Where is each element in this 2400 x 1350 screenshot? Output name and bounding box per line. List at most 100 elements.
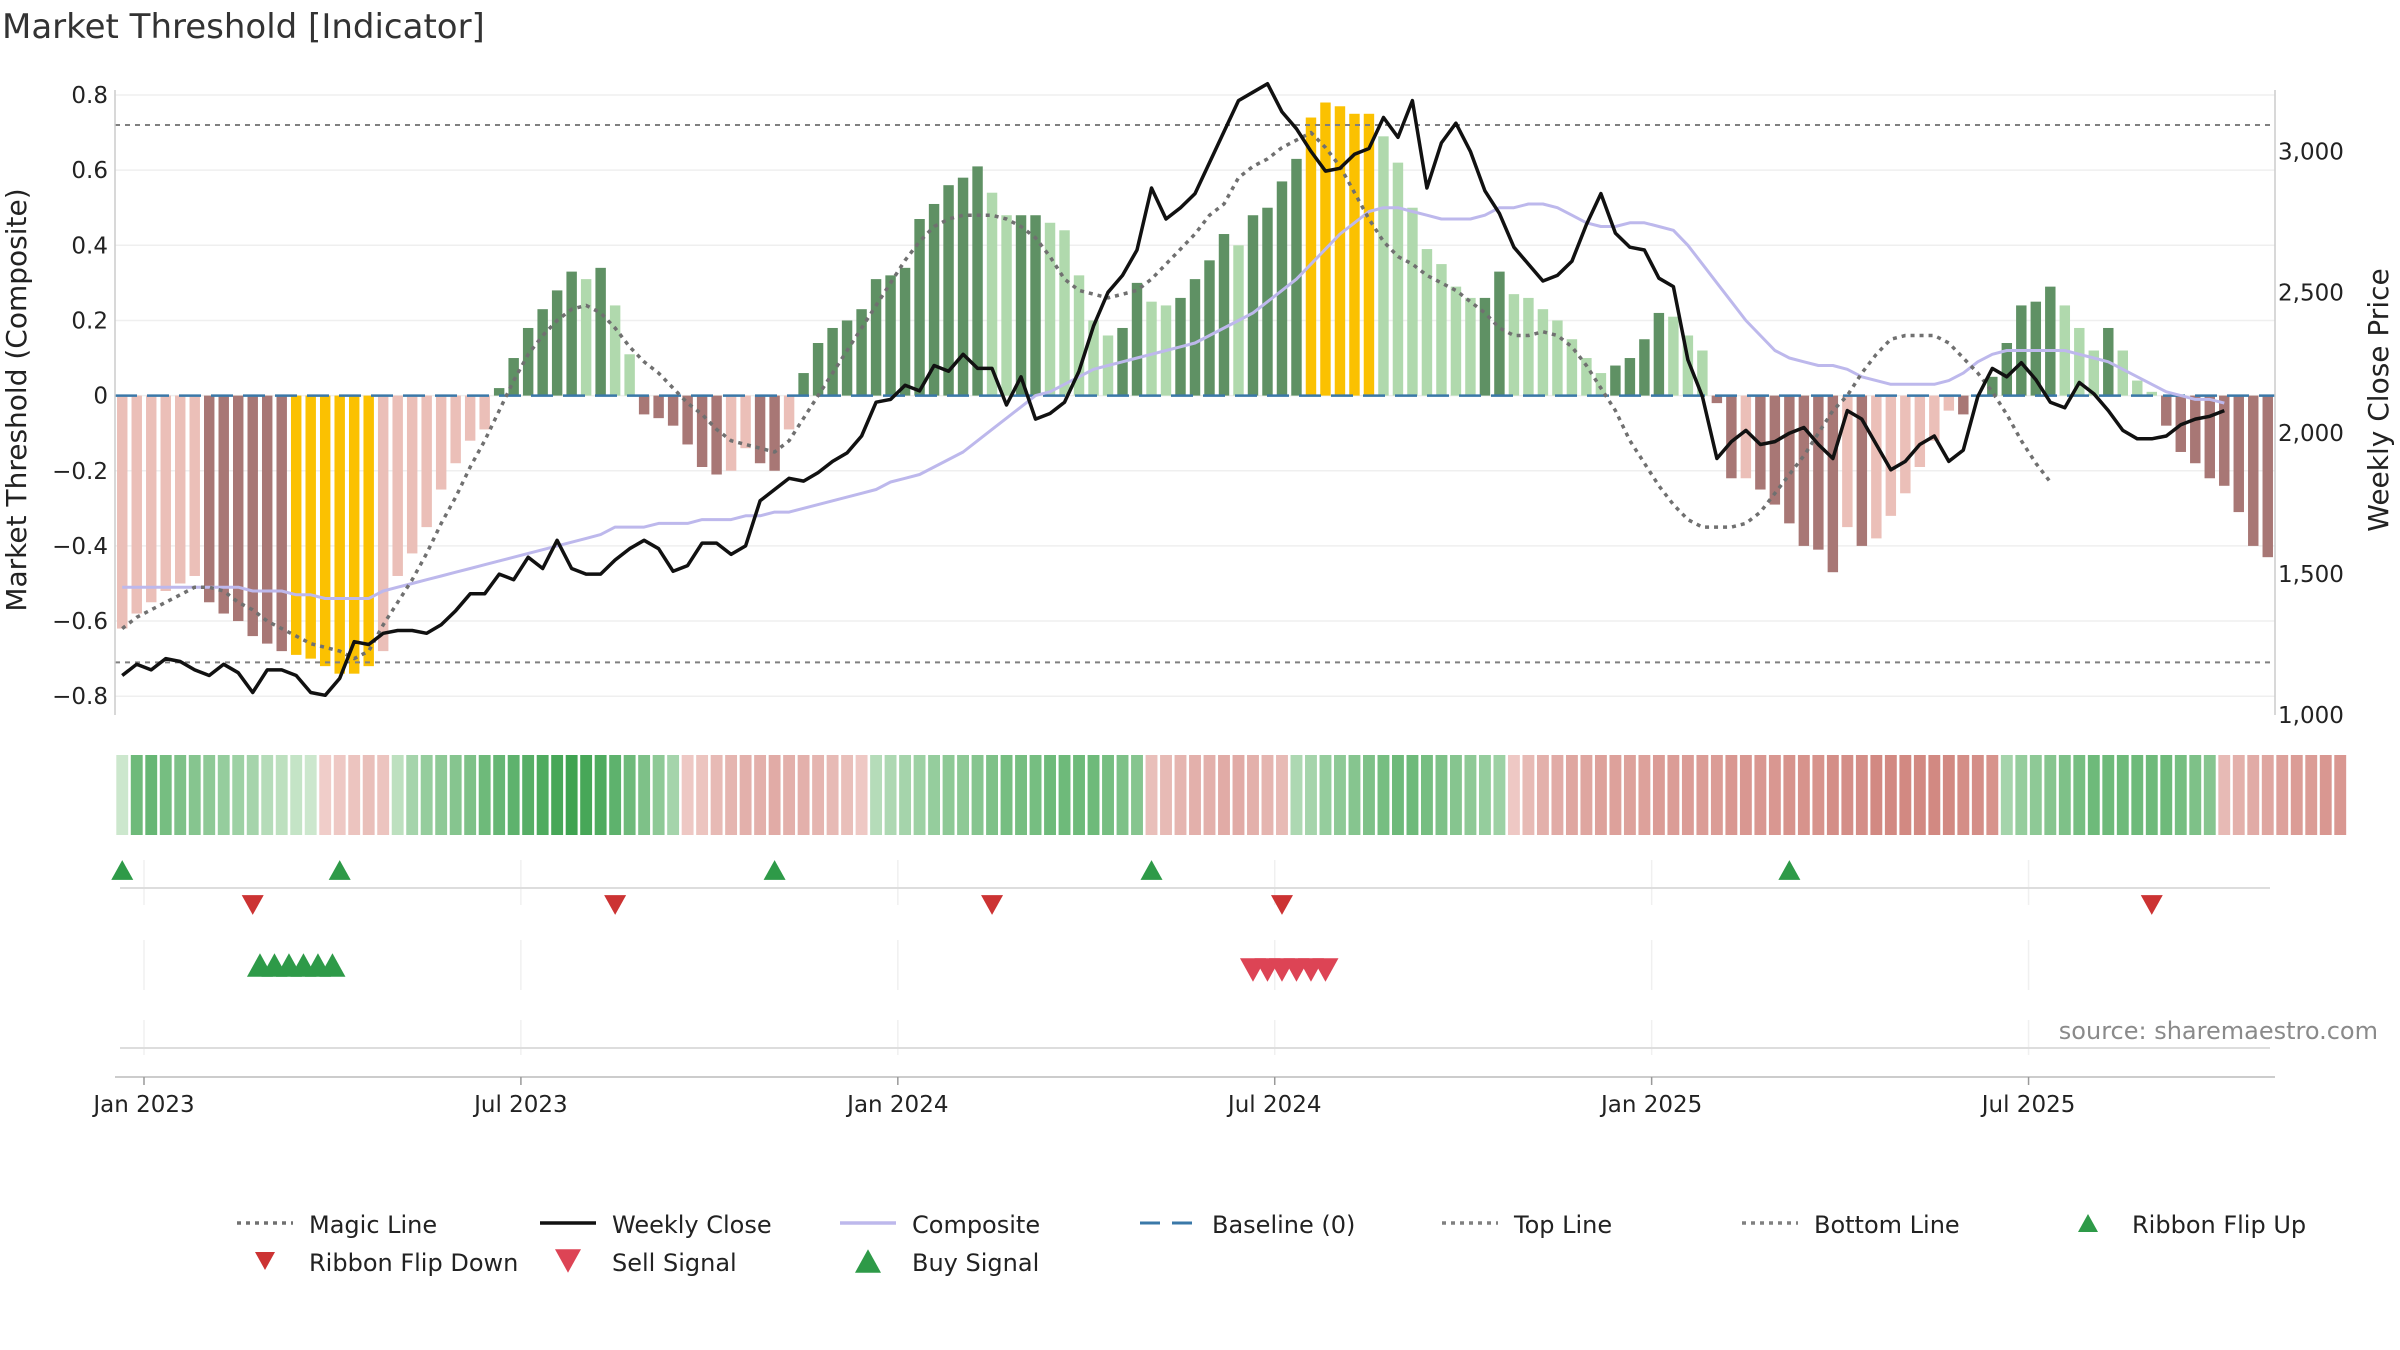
- composite-bar: [1914, 395, 1926, 467]
- composite-bar: [1682, 335, 1694, 396]
- composite-bar: [319, 395, 331, 667]
- legend-item: Ribbon Flip Up: [2078, 1211, 2306, 1239]
- ribbon-cell: [1725, 755, 1738, 835]
- composite-bar: [551, 290, 563, 396]
- x-tick-label: Jul 2023: [472, 1092, 568, 1118]
- ribbon-cell: [1884, 755, 1897, 835]
- composite-bar: [754, 395, 766, 464]
- ribbon-cell: [986, 755, 998, 835]
- composite-bar: [2204, 395, 2215, 479]
- composite-bar: [2045, 286, 2056, 396]
- ribbon-cell: [2087, 755, 2100, 835]
- ribbon-cell: [1116, 755, 1129, 835]
- ribbon-cell: [2218, 755, 2231, 835]
- ribbon-cell: [2029, 755, 2042, 835]
- composite-bar: [508, 358, 519, 396]
- ribbon-cell: [1392, 755, 1404, 835]
- ribbon-cell: [609, 755, 622, 835]
- composite-bar: [1450, 286, 1462, 396]
- sell-signal-marker: [1312, 958, 1339, 982]
- legend-item: Top Line: [1442, 1211, 1612, 1239]
- composite-bar: [392, 395, 403, 576]
- ribbon-cell: [1826, 755, 1839, 835]
- composite-bar: [1436, 264, 1447, 396]
- composite-bar: [1842, 395, 1853, 528]
- ribbon-cell: [2131, 755, 2144, 835]
- ribbon-strip: [116, 755, 2347, 835]
- ribbon-cell: [203, 755, 216, 835]
- ribbon-cell: [1739, 755, 1752, 835]
- composite-bar: [276, 395, 287, 652]
- composite-bar: [1334, 106, 1346, 396]
- composite-bar: [1827, 395, 1839, 573]
- composite-bar: [1189, 279, 1201, 396]
- legend-item: Magic Line: [237, 1211, 437, 1239]
- composite-bar: [421, 395, 432, 528]
- legend-label: Weekly Close: [612, 1211, 772, 1239]
- ribbon-flip-down-marker: [981, 895, 1004, 915]
- ribbon-cell: [304, 755, 317, 835]
- legend-label: Buy Signal: [912, 1249, 1039, 1277]
- ribbon-cell: [435, 755, 448, 835]
- composite-bar: [1552, 320, 1563, 396]
- composite-bar: [406, 395, 418, 554]
- legend-swatch: [255, 1252, 275, 1270]
- ribbon-cell: [362, 755, 375, 835]
- composite-bar: [1247, 215, 1259, 396]
- legend-label: Baseline (0): [1212, 1211, 1355, 1239]
- ribbon-cell: [1131, 755, 1143, 835]
- ribbon-cell: [1000, 755, 1013, 835]
- composite-bar: [740, 395, 751, 449]
- ribbon-cell: [406, 755, 419, 835]
- composite-bar: [175, 395, 186, 584]
- ribbon-cell: [174, 755, 187, 835]
- ribbon-cell: [797, 755, 810, 835]
- composite-bar: [609, 305, 621, 396]
- ribbon-cell: [377, 755, 390, 835]
- ribbon-cell: [1507, 755, 1520, 835]
- ribbon-cell: [1449, 755, 1462, 835]
- composite-bar: [2262, 395, 2273, 558]
- composite-bar: [1856, 395, 1868, 546]
- ribbon-cell: [812, 755, 825, 835]
- x-tick-label: Jan 2023: [91, 1092, 194, 1118]
- ribbon-cell: [1899, 755, 1912, 835]
- ribbon-cell: [1435, 755, 1448, 835]
- left-axis-label: Market Threshold (Composite): [0, 188, 33, 611]
- right-tick-label: 2,500: [2278, 280, 2344, 306]
- ribbon-cell: [1913, 755, 1926, 835]
- composite-bar: [1798, 395, 1810, 546]
- ribbon-cell: [1652, 755, 1665, 835]
- ribbon-cell: [159, 755, 172, 835]
- composite-bar: [667, 395, 679, 426]
- composite-bar: [725, 395, 737, 471]
- legend-item: Baseline (0): [1140, 1211, 1355, 1239]
- composite-bar: [2001, 343, 2013, 396]
- ribbon-flip-up-marker: [763, 860, 786, 880]
- composite-bar: [537, 309, 548, 396]
- composite-bar: [334, 395, 345, 674]
- composite-bars: [117, 102, 2273, 674]
- composite-bar: [1508, 294, 1520, 396]
- ribbon-cell: [1536, 755, 1549, 835]
- composite-bar: [377, 395, 389, 652]
- ribbon-cell: [1609, 755, 1622, 835]
- composite-bar: [1726, 395, 1737, 479]
- composite-bar: [769, 395, 780, 471]
- ribbon-cell: [1305, 755, 1317, 835]
- composite-bar: [2233, 395, 2244, 513]
- ribbon-cell: [580, 755, 593, 835]
- composite-bar: [2248, 395, 2259, 546]
- composite-bar: [885, 275, 896, 396]
- ribbon-cell: [1696, 755, 1709, 835]
- composite-bar: [1146, 301, 1157, 396]
- legend-label: Top Line: [1513, 1211, 1612, 1239]
- ribbon-cell: [565, 755, 578, 835]
- ribbon-cell: [1638, 755, 1651, 835]
- ribbon-cell: [1102, 755, 1114, 835]
- composite-bar: [1059, 230, 1070, 396]
- legend-item: Bottom Line: [1742, 1211, 1960, 1239]
- ribbon-cell: [899, 755, 912, 835]
- ribbon-cell: [1812, 755, 1825, 835]
